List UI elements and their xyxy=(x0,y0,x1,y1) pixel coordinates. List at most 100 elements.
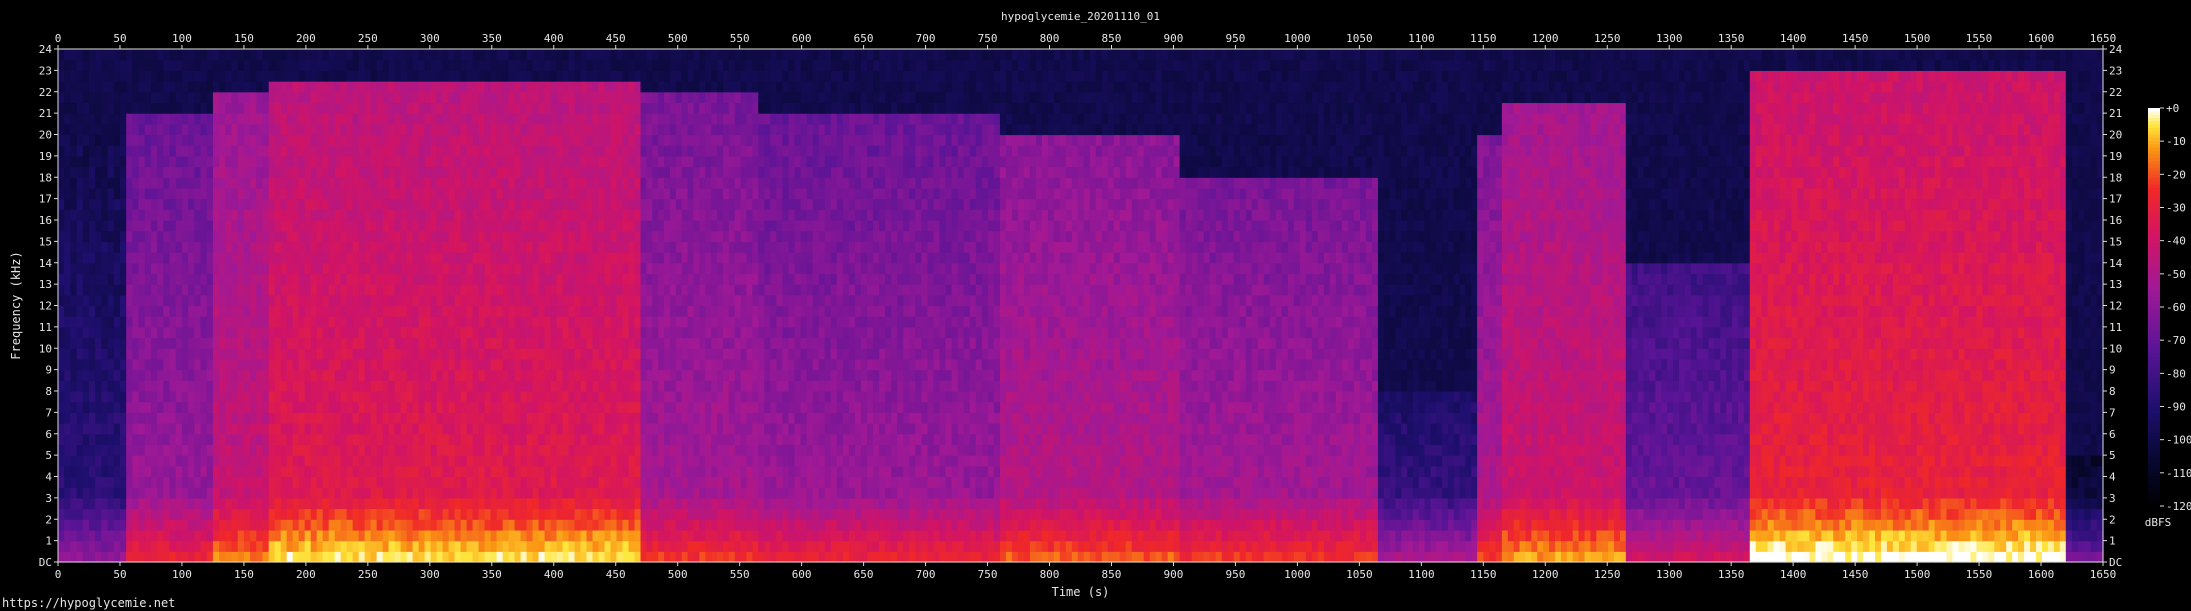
spectrogram-cell xyxy=(126,519,133,531)
spectrogram-cell xyxy=(454,134,462,146)
spectrogram-cell xyxy=(280,123,288,136)
spectrogram-cell xyxy=(520,519,528,531)
spectrogram-cell xyxy=(526,380,534,392)
spectrogram-cell xyxy=(400,134,408,146)
spectrogram-cell xyxy=(237,209,245,221)
spectrogram-cell xyxy=(237,455,245,467)
spectrogram-cell xyxy=(430,455,438,467)
spectrogram-cell xyxy=(514,284,522,296)
spectrogram-cell xyxy=(310,241,318,253)
spectrogram-cell xyxy=(132,412,140,424)
spectrogram-cell xyxy=(262,519,270,531)
spectrogram-cell xyxy=(322,316,330,328)
spectrogram-cell xyxy=(466,412,474,424)
spectrogram-cell xyxy=(219,284,226,296)
spectrogram-cell xyxy=(616,551,624,563)
spectrogram-cell xyxy=(574,49,582,61)
spectrogram-cell xyxy=(448,433,456,446)
spectrogram-cell xyxy=(88,177,96,189)
spectrogram-cell xyxy=(310,358,318,371)
spectrogram-cell xyxy=(412,284,420,296)
spectrogram-cell xyxy=(658,209,665,221)
spectrogram-cell xyxy=(262,113,270,125)
spectrogram-cell xyxy=(70,70,78,82)
spectrogram-cell xyxy=(370,70,378,82)
spectrogram-cell xyxy=(352,262,360,275)
spectrogram-cell xyxy=(586,220,594,232)
spectrogram-cell xyxy=(556,49,564,61)
spectrogram-cell xyxy=(418,412,426,424)
spectrogram-cell xyxy=(580,187,588,200)
spectrogram-cell xyxy=(231,198,239,210)
spectrogram-cell xyxy=(640,134,648,146)
spectrogram-cell xyxy=(132,145,140,157)
spectrogram-cell xyxy=(634,102,642,114)
spectrogram-cell xyxy=(598,155,606,168)
spectrogram-cell xyxy=(436,476,444,488)
spectrogram-cell xyxy=(430,123,438,136)
spectrogram-cell xyxy=(556,177,564,189)
spectrogram-cell xyxy=(212,348,220,360)
spectrogram-cell xyxy=(237,529,245,542)
spectrogram-cell xyxy=(243,423,251,435)
spectrogram-cell xyxy=(448,380,456,392)
spectrogram-cell xyxy=(580,497,588,510)
spectrogram-cell xyxy=(370,455,378,467)
spectrogram-cell xyxy=(574,113,582,125)
spectrogram-cell xyxy=(262,551,270,563)
spectrogram-cell xyxy=(406,540,414,552)
spectrogram-cell xyxy=(448,551,456,563)
spectrogram-cell xyxy=(508,497,516,510)
spectrogram-cell xyxy=(388,91,396,104)
spectrogram-cell xyxy=(442,81,450,93)
spectrogram-cell xyxy=(274,305,282,317)
spectrogram-cell xyxy=(652,380,659,392)
spectrogram-cell xyxy=(532,209,540,221)
spectrogram-cell xyxy=(328,465,336,478)
spectrogram-cell xyxy=(144,337,152,349)
spectrogram-cell xyxy=(237,497,245,510)
spectrogram-cell xyxy=(231,337,239,349)
spectrogram-cell xyxy=(604,412,612,424)
spectrogram-cell xyxy=(538,519,546,531)
spectrogram-cell xyxy=(412,59,420,71)
spectrogram-cell xyxy=(358,198,366,210)
spectrogram-cell xyxy=(610,230,618,242)
spectrogram-cell xyxy=(622,412,630,424)
spectrogram-cell xyxy=(622,284,630,296)
spectrogram-cell xyxy=(681,113,689,125)
spectrogram-cell xyxy=(556,273,564,285)
spectrogram-cell xyxy=(610,198,618,210)
spectrogram-cell xyxy=(556,70,564,82)
spectrogram-cell xyxy=(322,348,330,360)
spectrogram-cell xyxy=(212,81,220,93)
spectrogram-cell xyxy=(460,123,468,136)
spectrogram-cell xyxy=(107,529,115,542)
spectrogram-cell xyxy=(181,497,189,510)
spectrogram-cell xyxy=(95,348,102,360)
spectrogram-cell xyxy=(406,487,414,499)
spectrogram-cell xyxy=(212,412,220,424)
spectrogram-cell xyxy=(454,551,462,563)
spectrogram-cell xyxy=(484,166,492,178)
spectrogram-cell xyxy=(412,123,420,136)
spectrogram-cell xyxy=(107,113,115,125)
spectrogram-cell xyxy=(358,177,366,189)
spectrogram-cell xyxy=(448,508,456,520)
spectrogram-cell xyxy=(376,551,384,563)
spectrogram-cell xyxy=(658,433,665,446)
spectrogram-cell xyxy=(616,455,624,467)
spectrogram-cell xyxy=(478,155,486,168)
spectrogram-cell xyxy=(514,326,522,339)
spectrogram-cell xyxy=(394,198,402,210)
spectrogram-cell xyxy=(82,423,90,435)
spectrogram-cell xyxy=(280,262,288,275)
spectrogram-cell xyxy=(382,198,390,210)
spectrogram-cell xyxy=(628,348,636,360)
spectrogram-cell xyxy=(478,198,486,210)
spectrogram-cell xyxy=(448,540,456,552)
spectrogram-cell xyxy=(231,391,239,403)
spectrogram-cell xyxy=(298,262,306,275)
spectrogram-cell xyxy=(132,508,140,520)
spectrogram-cell xyxy=(430,81,438,93)
